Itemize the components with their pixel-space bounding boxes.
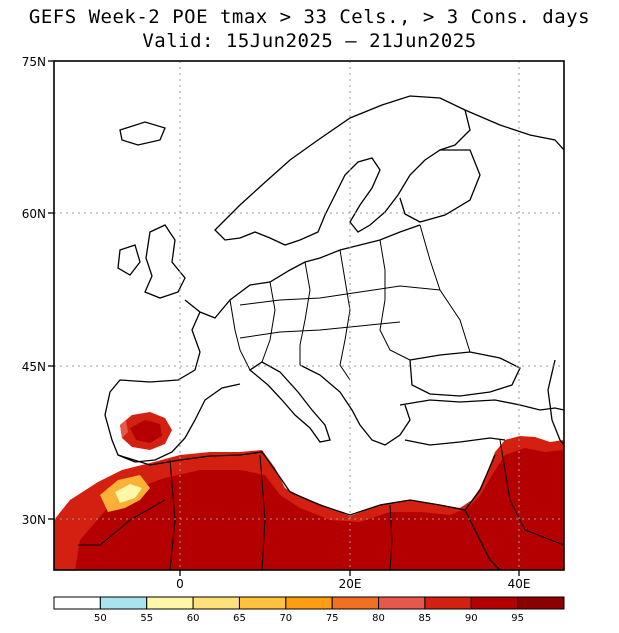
lat-label-60n: 60N bbox=[22, 207, 46, 221]
colorbar-swatch bbox=[99, 596, 148, 610]
shading-iberia-core bbox=[130, 420, 162, 443]
shading-iberia-edge bbox=[120, 420, 128, 438]
colorbar-label: 60 bbox=[187, 613, 200, 624]
axis-ticks bbox=[48, 60, 520, 576]
lat-label-45n: 45N bbox=[22, 360, 46, 374]
colorbar-swatch bbox=[285, 596, 333, 610]
lon-label-40e: 40E bbox=[508, 577, 531, 591]
coastlines bbox=[104, 95, 564, 570]
gridlines bbox=[54, 61, 564, 570]
colorbar-label: 85 bbox=[419, 613, 432, 624]
map-area bbox=[54, 61, 564, 570]
colorbar-label: 65 bbox=[233, 613, 246, 624]
colorbar-swatch bbox=[146, 596, 194, 610]
colorbar-label: 95 bbox=[511, 613, 524, 624]
colorbar-swatch bbox=[192, 596, 240, 610]
colorbar-label: 80 bbox=[372, 613, 385, 624]
colorbar-swatch bbox=[470, 596, 519, 610]
colorbar-swatch bbox=[517, 596, 565, 610]
map-title: GEFS Week-2 POE tmax > 33 Cels., > 3 Con… bbox=[28, 6, 591, 28]
colorbar-label: 75 bbox=[326, 613, 339, 624]
lat-label-75n: 75N bbox=[22, 55, 46, 69]
colorbar-label: 70 bbox=[279, 613, 292, 624]
colorbar: 50 55 60 65 70 75 80 85 90 95 bbox=[53, 596, 565, 624]
lon-label-20e: 20E bbox=[339, 577, 362, 591]
colorbar-swatch bbox=[331, 596, 380, 610]
colorbar-label: 50 bbox=[94, 613, 107, 624]
lat-label-30n: 30N bbox=[22, 513, 46, 527]
colorbar-label: 55 bbox=[140, 613, 153, 624]
colorbar-swatch bbox=[238, 596, 287, 610]
colorbar-label: 90 bbox=[465, 613, 478, 624]
colorbar-swatch bbox=[53, 596, 101, 610]
colorbar-swatch bbox=[378, 596, 426, 610]
map-frame bbox=[53, 60, 565, 571]
map-subtitle: Valid: 15Jun2025 – 21Jun2025 bbox=[142, 30, 477, 52]
country-borders bbox=[78, 224, 564, 570]
colorbar-swatch bbox=[424, 596, 472, 610]
lon-label-0: 0 bbox=[176, 577, 184, 591]
shading-north-africa-pale bbox=[115, 484, 142, 503]
shading-north-africa-core bbox=[75, 448, 564, 570]
